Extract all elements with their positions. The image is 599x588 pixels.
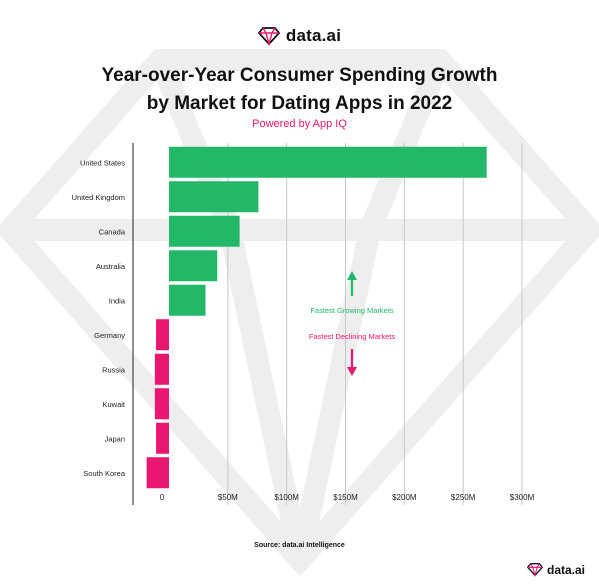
bar <box>146 457 169 489</box>
footer-logo: data.ai <box>526 562 585 577</box>
bar <box>154 388 169 420</box>
bar <box>169 146 487 178</box>
category-label: Russia <box>102 365 126 374</box>
category-label: United States <box>80 158 125 167</box>
title-line-1: Year-over-Year Consumer Spending Growth <box>101 65 498 86</box>
bar <box>156 319 169 351</box>
source-note: Source: data.ai Intelligence <box>254 542 345 549</box>
logo-text: data.ai <box>285 26 342 45</box>
x-tick-label: $50M <box>218 493 238 502</box>
title-line-2: by Market for Dating Apps in 2022 <box>146 93 453 114</box>
category-label: Australia <box>96 262 126 271</box>
category-label: Kuwait <box>102 400 125 409</box>
chart-title: Year-over-Year Consumer Spending Growth … <box>0 62 599 118</box>
x-tick-label: $100M <box>274 493 299 502</box>
category-label: South Korea <box>83 469 126 478</box>
annotation-growing: Fastest Growing Markets <box>310 306 394 315</box>
annotation-declining: Fastest Declining Markets <box>309 332 396 341</box>
footer-logo-text: data.ai <box>546 562 585 577</box>
x-tick-label: $200M <box>392 493 417 502</box>
bar <box>169 250 218 282</box>
category-label: Germany <box>94 331 125 340</box>
down-arrow-icon <box>347 367 357 376</box>
x-tick-label: $250M <box>451 493 476 502</box>
category-label: Canada <box>99 227 126 236</box>
bar <box>156 422 169 454</box>
diamond-logo-icon <box>257 27 280 46</box>
chart-subtitle: Powered by App IQ <box>252 118 347 130</box>
header-logo: data.ai <box>0 26 599 46</box>
bar <box>169 215 240 247</box>
bar <box>169 181 259 213</box>
category-label: Japan <box>105 434 125 443</box>
x-tick-label: $150M <box>333 493 358 502</box>
x-tick-label: 0 <box>160 493 165 502</box>
category-label: India <box>109 296 126 305</box>
up-arrow-icon <box>347 271 357 280</box>
diamond-logo-icon <box>526 563 543 577</box>
bar <box>154 353 169 385</box>
x-tick-label: $300M <box>510 493 535 502</box>
bar <box>169 284 206 316</box>
category-label: United Kingdom <box>72 193 125 202</box>
